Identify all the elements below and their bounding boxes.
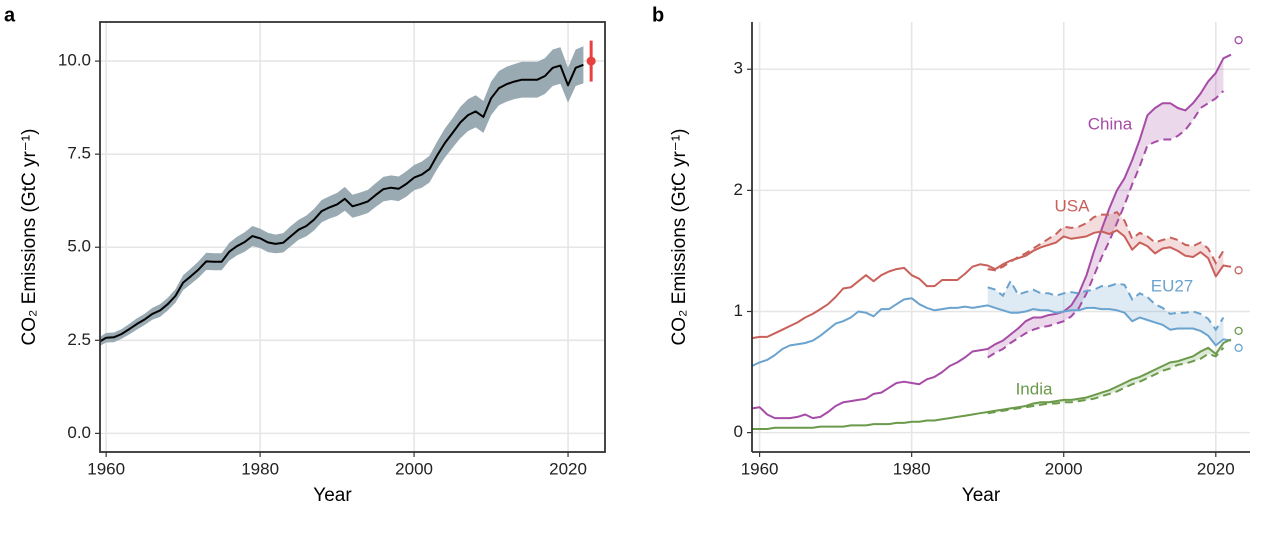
territorial-line [752,297,1232,367]
y-tick-label: 3 [734,59,743,78]
y-axis-title: CO₂ Emissions (GtC yr⁻¹) [669,129,690,346]
territorial-line [100,63,584,343]
x-tick-label: 1960 [741,459,779,478]
y-tick-label: 1 [734,301,743,320]
projection-point [1234,266,1243,275]
plot-area [752,53,1232,430]
y-tick-label: 5.0 [67,237,91,256]
projection-point [1234,343,1243,352]
y-tick-label: 2 [734,180,743,199]
x-axis-title: Year [313,485,352,506]
y-axis-title: CO₂ Emissions (GtC yr⁻¹) [19,129,40,346]
consumption-line [987,347,1225,415]
y-tick-label: 0.0 [67,423,91,442]
y-tick-label: 0 [734,422,743,441]
consumption-gap [987,212,1224,277]
x-tick-label: 2000 [395,459,433,478]
consumption-line [987,211,1225,272]
territorial-line [752,338,1232,430]
series-label: EU27 [1151,276,1194,295]
consumption-gap [987,281,1224,346]
x-tick-label: 2020 [1197,459,1235,478]
x-tick-label: 1980 [893,459,931,478]
x-tick-label: 2000 [1045,459,1083,478]
projection-point [1234,326,1243,336]
plot-background [752,22,1250,452]
x-tick-label: 1960 [87,459,125,478]
plot-area [100,46,584,346]
consumption-gap [987,58,1224,358]
y-tick-label: 7.5 [67,144,91,163]
series-label: China [1088,114,1133,133]
x-axis-title: Year [962,485,1001,506]
series-label: USA [1055,196,1091,215]
y-tick-label: 2.5 [67,330,91,349]
x-tick-label: 1980 [241,459,279,478]
panel-letter: b [652,4,664,26]
y-tick-label: 10.0 [58,51,91,70]
territorial-line [752,53,1232,420]
panel-letter: a [4,4,16,26]
projection-point [1234,36,1243,45]
series-label: India [1016,379,1053,398]
consumption-line [987,90,1225,359]
consumption-line [987,279,1225,332]
plot-frame [99,21,606,453]
x-tick-label: 2020 [549,459,587,478]
territorial-line [752,229,1232,340]
projection-point [586,56,596,66]
